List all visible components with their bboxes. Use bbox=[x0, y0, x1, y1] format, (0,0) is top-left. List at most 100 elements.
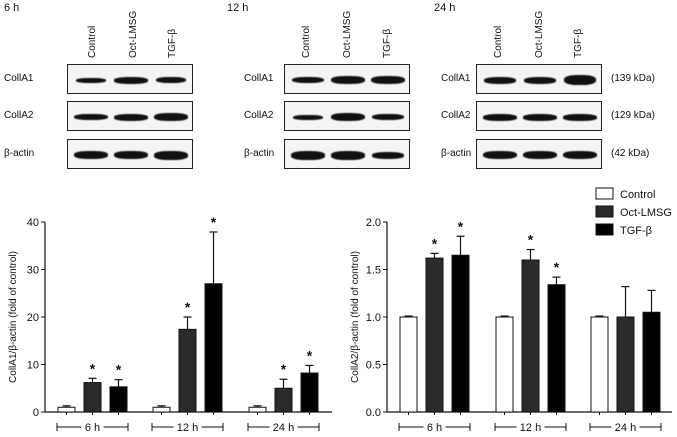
blot-strip bbox=[284, 64, 410, 94]
protein-band bbox=[523, 76, 557, 84]
bar bbox=[274, 387, 293, 413]
blot-strip bbox=[284, 139, 410, 169]
protein-band bbox=[155, 77, 187, 83]
bar bbox=[399, 316, 418, 413]
y-axis-label: CollA1/β-actin (fold of control) bbox=[8, 251, 19, 383]
timepoint-label: 12 h bbox=[227, 2, 249, 14]
bar bbox=[425, 257, 444, 413]
bar bbox=[495, 316, 514, 413]
significance-asterisk: * bbox=[554, 259, 560, 275]
protein-band bbox=[291, 77, 325, 83]
blot-strip bbox=[476, 101, 602, 131]
blot-strip bbox=[476, 139, 602, 169]
protein-label: CollA1 bbox=[441, 73, 471, 84]
legend-swatch bbox=[595, 187, 614, 200]
y-tick-label: 1.0 bbox=[366, 312, 381, 324]
blot-strip bbox=[67, 139, 193, 169]
significance-asterisk: * bbox=[432, 235, 438, 251]
significance-asterisk: * bbox=[528, 232, 534, 248]
protein-band bbox=[113, 113, 149, 121]
protein-band bbox=[562, 151, 598, 159]
bar bbox=[204, 283, 223, 413]
category-label: 6 h bbox=[85, 422, 100, 434]
protein-band bbox=[563, 75, 597, 85]
bar bbox=[178, 328, 197, 413]
protein-band bbox=[330, 113, 366, 121]
legend-label: Oct-LMSG bbox=[620, 207, 672, 219]
protein-band bbox=[153, 113, 189, 121]
bar bbox=[83, 382, 102, 413]
significance-asterisk: * bbox=[116, 362, 122, 378]
protein-band bbox=[73, 151, 109, 159]
protein-band bbox=[482, 151, 518, 159]
legend-swatch bbox=[595, 205, 614, 218]
molecular-weight-label: (139 kDa) bbox=[611, 73, 655, 84]
legend-swatch bbox=[595, 223, 614, 236]
y-tick-label: 40 bbox=[27, 217, 39, 229]
molecular-weight-label: (129 kDa) bbox=[611, 110, 655, 121]
blot-strip bbox=[284, 101, 410, 131]
y-tick-label: 10 bbox=[27, 360, 39, 372]
bar bbox=[109, 386, 128, 413]
protein-label: CollA2 bbox=[244, 110, 274, 121]
protein-label: β-actin bbox=[244, 148, 275, 159]
y-tick-label: 30 bbox=[27, 265, 39, 277]
protein-band bbox=[113, 151, 149, 159]
y-axis-label: CollA2/β-actin (fold of control) bbox=[350, 251, 361, 383]
category-label: 24 h bbox=[273, 422, 294, 434]
y-tick-label: 20 bbox=[27, 312, 39, 324]
timepoint-label: 6 h bbox=[4, 2, 20, 14]
legend-label: TGF-β bbox=[620, 225, 652, 237]
protein-band bbox=[330, 76, 366, 84]
protein-label: CollA2 bbox=[4, 110, 34, 121]
bar bbox=[152, 406, 171, 413]
bar bbox=[521, 259, 540, 413]
protein-label: CollA1 bbox=[4, 73, 34, 84]
legend-label: Control bbox=[620, 189, 655, 201]
protein-band bbox=[113, 76, 149, 84]
protein-band bbox=[371, 114, 405, 120]
protein-label: CollA1 bbox=[244, 73, 274, 84]
significance-asterisk: * bbox=[307, 347, 313, 363]
protein-band bbox=[290, 150, 326, 160]
y-tick-label: 0 bbox=[33, 407, 39, 419]
protein-band bbox=[75, 77, 107, 83]
blot-strip bbox=[67, 101, 193, 131]
y-tick-label: 2.0 bbox=[366, 217, 381, 229]
bar bbox=[642, 311, 661, 413]
bar bbox=[451, 254, 470, 413]
bar bbox=[590, 316, 609, 413]
bar bbox=[616, 316, 635, 413]
protein-band bbox=[73, 114, 109, 120]
significance-asterisk: * bbox=[90, 360, 96, 376]
protein-band bbox=[522, 113, 558, 121]
category-label: 12 h bbox=[177, 422, 198, 434]
bar bbox=[547, 284, 566, 413]
y-tick-label: 0.0 bbox=[366, 407, 381, 419]
significance-asterisk: * bbox=[458, 218, 464, 234]
significance-asterisk: * bbox=[281, 361, 287, 377]
y-tick-label: 1.5 bbox=[366, 265, 381, 277]
protein-band bbox=[292, 114, 324, 120]
protein-label: β-actin bbox=[4, 148, 35, 159]
category-label: 24 h bbox=[615, 422, 636, 434]
y-tick-label: 0.5 bbox=[366, 360, 381, 372]
bar bbox=[57, 406, 76, 413]
category-label: 12 h bbox=[520, 422, 541, 434]
bar bbox=[248, 406, 267, 413]
blot-strip bbox=[476, 64, 602, 94]
blot-strip bbox=[67, 64, 193, 94]
protein-band bbox=[370, 76, 406, 84]
protein-band bbox=[330, 150, 366, 160]
timepoint-label: 24 h bbox=[434, 2, 456, 14]
bar bbox=[300, 372, 319, 413]
significance-asterisk: * bbox=[185, 299, 191, 315]
protein-band bbox=[483, 76, 517, 84]
protein-label: CollA2 bbox=[441, 110, 471, 121]
significance-asterisk: * bbox=[211, 214, 217, 230]
molecular-weight-label: (42 kDa) bbox=[611, 148, 650, 159]
protein-label: β-actin bbox=[441, 148, 472, 159]
category-label: 6 h bbox=[427, 422, 442, 434]
protein-band bbox=[371, 151, 405, 159]
